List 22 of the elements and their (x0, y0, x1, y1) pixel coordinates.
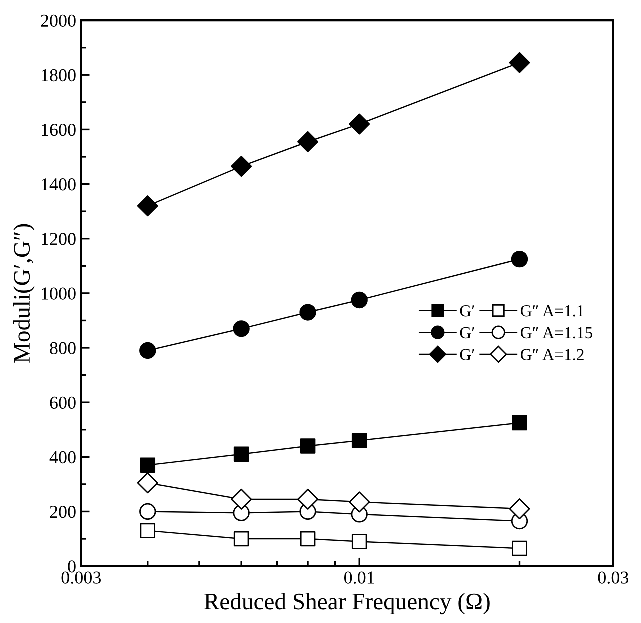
y-axis-title: Moduli(G′,G″) (13, 224, 35, 363)
y-tick-label: 0 (68, 560, 76, 573)
x-axis-title: Reduced Shear Frequency (Ω) (204, 593, 490, 615)
x-tick-label: 0.003 (62, 572, 102, 584)
y-tick-label: 1200 (42, 233, 76, 246)
y-tick-label: 600 (50, 396, 76, 410)
legend-label: G″ A=1.1 (520, 306, 584, 317)
x-tick-label: 0.03 (598, 572, 629, 584)
y-tick-label: 1400 (42, 178, 76, 191)
y-tick-label: 2000 (41, 14, 76, 27)
legend-label: G″ A=1.2 (520, 349, 584, 361)
y-tick-label: 1600 (42, 124, 76, 136)
y-tick-label: 1800 (42, 69, 76, 82)
legend-label: G″ A=1.15 (520, 327, 592, 339)
legend-label: G′ (460, 306, 474, 317)
x-tick-label: 0.01 (344, 572, 374, 584)
legend-label: G′ (460, 349, 474, 360)
y-tick-label: 800 (50, 342, 76, 354)
y-tick-label: 200 (50, 506, 76, 518)
y-tick-label: 1000 (42, 288, 76, 300)
y-tick-label: 400 (50, 451, 76, 464)
legend-label: G′ (460, 327, 474, 339)
